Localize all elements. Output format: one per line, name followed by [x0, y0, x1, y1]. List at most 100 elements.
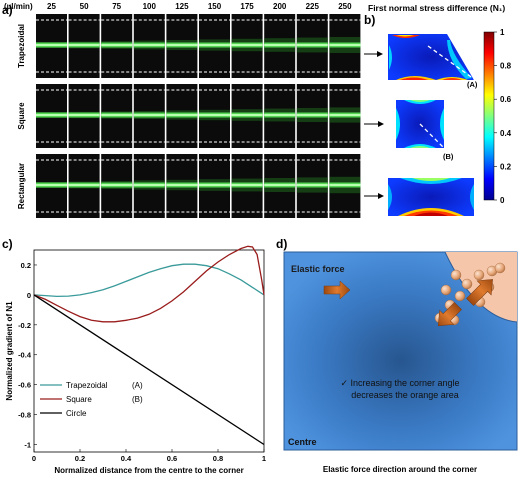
- fluorescence-core: [199, 44, 230, 46]
- fluorescence-core: [231, 184, 263, 186]
- fluorescence-core: [133, 184, 165, 186]
- centre-label: Centre: [288, 437, 317, 447]
- fluorescence-core: [296, 44, 328, 46]
- plot-series: [33, 245, 265, 446]
- y-tick-label: -0.2: [18, 321, 31, 330]
- fluorescence-core: [68, 44, 100, 46]
- series-line-3: [33, 294, 265, 446]
- elastic-force-label: Elastic force: [291, 264, 345, 274]
- fluorescence-core: [231, 114, 263, 116]
- plot-xlabel: Normalized distance from the centre to t…: [54, 466, 243, 475]
- marker-a: (A): [467, 80, 478, 89]
- plot-legend: Trapezoidal (A) Square (B) Circle: [40, 381, 143, 418]
- y-tick-label: -0.4: [18, 351, 32, 360]
- n1-map-square: [396, 100, 445, 149]
- colorbar-tick-label: 0.6: [500, 95, 512, 104]
- particle: [461, 278, 473, 290]
- arrow-rectangular: [364, 193, 384, 199]
- fluorescence-core: [199, 184, 230, 186]
- fluorescence-core: [101, 114, 133, 116]
- panel-d-label: d): [276, 237, 287, 251]
- flow-rate-label: 250: [338, 2, 352, 11]
- arrow-trapezoidal: [364, 51, 383, 57]
- fluorescence-core: [329, 44, 361, 46]
- channel-row-labels: Trapezoidal Square Rectangular: [17, 24, 26, 209]
- x-tick-label: 0.2: [75, 454, 85, 463]
- legend-name: Trapezoidal: [66, 381, 108, 390]
- legend-name: Square: [66, 395, 92, 404]
- marker-b: (B): [443, 152, 454, 161]
- fluorescence-core: [101, 184, 133, 186]
- panel-c-label: c): [2, 237, 13, 251]
- arrow-square: [364, 121, 384, 127]
- fluorescence-core: [329, 114, 361, 116]
- flow-rate-label: 200: [273, 2, 287, 11]
- series-line-2: [33, 245, 265, 323]
- fluorescence-core: [68, 184, 100, 186]
- row-label: Square: [17, 102, 26, 130]
- channel-row: [36, 84, 361, 148]
- n1-map-trapezoidal: [388, 34, 475, 80]
- flow-rate-label: 225: [306, 2, 320, 11]
- channel-row: [36, 154, 361, 218]
- fluorescence-core: [264, 114, 296, 116]
- fluorescence-core: [166, 114, 198, 116]
- colorbar-ticks: 1 0.8 0.6 0.4 0.2 0: [494, 28, 512, 205]
- fluorescence-core: [166, 184, 198, 186]
- flow-rate-label: 50: [80, 2, 89, 11]
- x-tick-label: 0.6: [167, 454, 177, 463]
- x-tick-label: 0: [32, 454, 36, 463]
- elastic-force-legend-arrow: [323, 280, 351, 300]
- fluorescence-core: [133, 44, 165, 46]
- flow-unit-label: (µl/min): [4, 2, 33, 11]
- flow-rate-label: 25: [47, 2, 56, 11]
- fluorescence-core: [36, 184, 67, 186]
- channel-row: [36, 14, 361, 78]
- colorbar-tick-label: 0.2: [500, 162, 512, 171]
- plot-ylabel: Normalized gradient of N1: [5, 301, 14, 401]
- y-tick-label: -0.6: [18, 381, 31, 390]
- plot-ticks: 0 0.2 0.4 0.6 0.8 1 0.2 0 -0.2 -0.4 -0.6 -0.8 -1: [18, 261, 266, 463]
- flow-rate-label: 75: [112, 2, 121, 11]
- fluorescence-core: [264, 44, 296, 46]
- particle: [440, 284, 452, 296]
- fluorescence-core: [296, 114, 328, 116]
- row-label: Trapezoidal: [17, 24, 26, 68]
- y-tick-label: -1: [24, 441, 31, 450]
- channel-image-grid: [36, 14, 361, 218]
- series-line-1: [33, 263, 265, 298]
- note-line-2: decreases the orange area: [351, 390, 459, 400]
- panel-b-title: First normal stress difference (N₁): [368, 3, 505, 13]
- plot-frame: [33, 249, 265, 453]
- y-tick-label: -0.8: [18, 411, 31, 420]
- fluorescence-core: [231, 44, 263, 46]
- flow-rate-label: 150: [208, 2, 222, 11]
- force-arrow-down: [437, 302, 462, 327]
- particle: [450, 269, 462, 281]
- colorbar-tick-label: 0.4: [500, 129, 512, 138]
- panel-d-caption: Elastic force direction around the corne…: [323, 465, 477, 474]
- flow-rate-label: 125: [175, 2, 189, 11]
- flow-rate-labels: 25 50 75 100 125 150 175 200 225 250: [47, 2, 352, 11]
- note-line-1: ✓ Increasing the corner angle: [340, 378, 459, 388]
- fluorescence-core: [329, 184, 361, 186]
- legend-tag: (A): [132, 381, 143, 390]
- flow-rate-label: 175: [240, 2, 254, 11]
- particle: [494, 262, 506, 274]
- particle: [454, 290, 466, 302]
- fluorescence-core: [36, 44, 67, 46]
- particle: [473, 269, 485, 281]
- fluorescence-core: [36, 114, 67, 116]
- fluorescence-core: [199, 114, 230, 116]
- x-tick-label: 0.4: [121, 454, 132, 463]
- x-tick-label: 1: [262, 454, 266, 463]
- colorbar-tick-label: 0: [500, 196, 505, 205]
- panel-a-label: a): [2, 3, 13, 17]
- fluorescence-core: [101, 44, 133, 46]
- y-tick-label: 0.2: [21, 261, 31, 270]
- colorbar-tick-label: 0.8: [500, 62, 512, 71]
- colorbar-tick-label: 1: [500, 28, 505, 37]
- panel-b-label: b): [364, 13, 375, 27]
